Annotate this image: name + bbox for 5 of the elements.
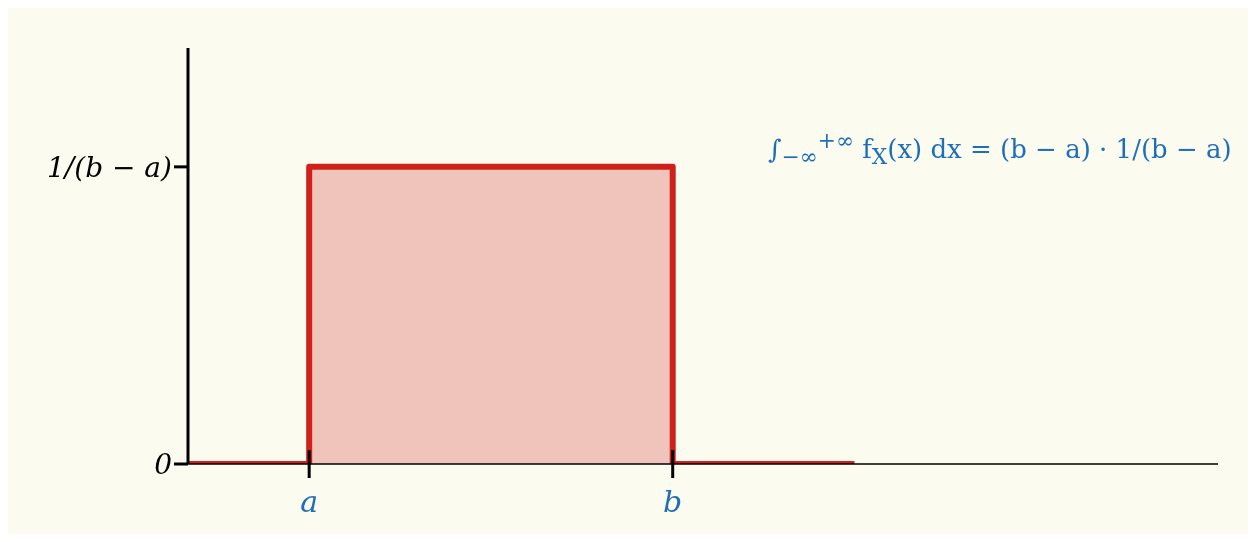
annotation: ∫$_{−∞}$$^{+∞}$ f$_{X}$(x) dx = (b − a) · 1/(b − a) (768, 128, 1232, 169)
x-tick-label: b (663, 484, 683, 519)
y-tick-label: 0 (154, 447, 172, 481)
y-tick-label: 1/(b − a) (47, 150, 172, 184)
x-tick-label: a (300, 484, 319, 519)
